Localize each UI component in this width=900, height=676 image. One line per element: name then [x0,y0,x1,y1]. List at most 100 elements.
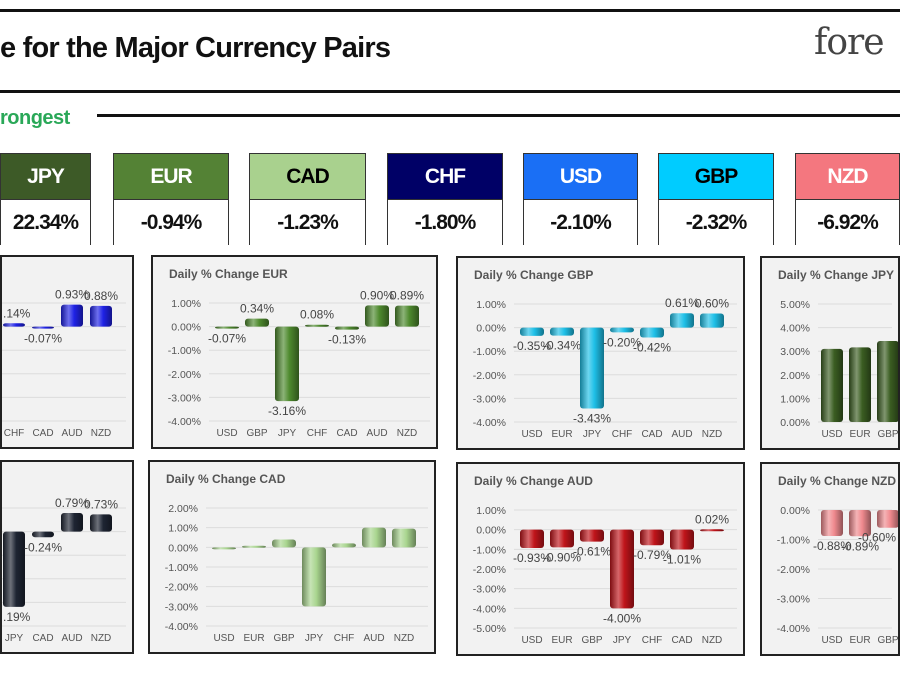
bar-cad [670,529,694,550]
data-label: 0.61% [665,296,699,310]
chart-title: Daily % Change CAD [166,472,286,486]
currency-code: CAD [286,164,329,188]
data-label: -0.34% [543,339,581,353]
chart-panel: Daily % Change EUR 1.00% 0.00% -1.00% -2.00%… [151,255,438,449]
data-label: -0.79% [633,548,671,562]
strength-box-usd: USD -2.10% [523,153,638,246]
bar-eur [550,529,574,548]
data-label: 0.93% [55,288,89,302]
bar-gbp [877,510,898,528]
x-tick-label: CHF [612,429,633,440]
data-label: -0.89% [841,539,879,553]
bar-usd [520,529,544,548]
currency-label: NZD [796,154,899,200]
data-label: -0.20% [603,335,641,349]
y-tick-label: 5.00% [780,299,810,311]
data-label: -0.42% [633,341,671,355]
x-tick-label: NZD [394,633,415,644]
data-label: .14% [3,306,31,320]
y-tick-label: -4.00% [168,416,201,428]
chart-panel: Daily % Change JPY 5.00% 4.00% 3.00% 2.00% 1.… [760,256,900,450]
y-tick-label: 1.00% [171,298,201,310]
change-value: 22.34% [12,211,79,234]
x-tick-label: NZD [91,633,112,644]
strength-box-cad: CAD -1.23% [249,153,366,246]
bar-chart: 1.00% 0.00% -1.00% -2.00% -3.00% -4.00% USD -0.… [473,296,737,440]
x-tick-label: CAD [641,429,662,440]
x-tick-label: CAD [336,428,357,439]
bar-usd [212,547,236,550]
strength-box-gbp: GBP -2.32% [658,153,774,246]
chart-panel: CHF .14% CAD -0.07% AUD 0.93% NZD 0.88% [0,255,134,449]
chart-title: Daily % Change GBP [474,268,594,282]
x-tick-label: AUD [366,428,387,439]
bar-chf [610,327,634,333]
x-tick-label: USD [521,429,542,440]
currency-change: -6.92% [796,200,899,246]
bar-jpy [275,326,299,402]
currency-label: CAD [250,154,365,200]
y-tick-label: 0.00% [476,525,506,537]
y-tick-label: 0.00% [476,323,506,335]
chart-panel: Daily % Change GBP 1.00% 0.00% -1.00% -2.00%… [456,256,745,450]
data-label: 0.90% [360,288,394,302]
bar-chart: 1.00% 0.00% -1.00% -2.00% -3.00% -4.00% -5.00%… [473,505,737,646]
x-tick-label: NZD [91,428,112,439]
x-tick-label: CHF [642,635,663,646]
bar-chf [332,543,356,548]
strength-box-nzd: NZD -6.92% [795,153,900,246]
x-tick-label: GBP [273,633,294,644]
bar-usd [215,326,239,329]
x-tick-label: GBP [877,635,898,646]
bar-aud [365,305,389,327]
y-tick-label: -2.00% [168,369,201,381]
data-label: -0.13% [328,333,366,347]
bar-nzd [395,305,419,327]
strength-box-eur: EUR -0.94% [113,153,229,246]
bar-jpy [302,547,326,607]
currency-change: -2.32% [659,200,773,246]
chart-title: Daily % Change NZD [778,474,897,488]
x-tick-label: EUR [849,429,870,440]
bar-nzd [392,528,416,548]
bar-chart: 1.00% 0.00% -1.00% -2.00% -3.00% -4.00% USD -0.… [168,288,430,439]
x-tick-label: CAD [32,428,53,439]
bar-nzd [700,529,724,532]
currency-label: CHF [388,154,502,200]
x-tick-label: CHF [334,633,355,644]
y-tick-label: -3.00% [777,594,810,606]
bar-chf [305,324,329,327]
y-tick-label: -3.00% [473,584,506,596]
y-tick-label: 0.00% [171,322,201,334]
bar-aud [670,313,694,328]
y-tick-label: -5.00% [473,623,506,635]
x-tick-label: EUR [551,635,572,646]
x-tick-label: NZD [397,428,418,439]
data-label: -0.60% [858,531,896,545]
y-tick-label: -4.00% [473,603,506,615]
x-tick-label: AUD [671,429,692,440]
y-tick-label: 2.00% [780,370,810,382]
bar-chf [640,529,664,546]
data-label: -0.93% [513,551,551,565]
bar-chart: 2.00% 1.00% 0.00% -1.00% -2.00% -3.00% -4.00% U… [165,503,428,644]
data-label: 0.88% [84,289,118,303]
data-label: 0.02% [695,512,729,526]
x-tick-label: CAD [671,635,692,646]
chart-panel: Daily % Change NZD 0.00% -1.00% -2.00% -3.00… [760,462,900,656]
x-tick-label: AUD [61,633,82,644]
x-tick-label: GBP [581,635,602,646]
data-label: -0.90% [543,550,581,564]
x-tick-label: NZD [702,429,723,440]
y-tick-label: 0.00% [780,505,810,517]
change-value: -1.80% [414,211,477,234]
bar-usd [821,348,843,422]
section-label: rongest [0,107,70,129]
y-tick-label: -1.00% [473,346,506,358]
x-tick-label: JPY [5,633,24,644]
bar-jpy [610,529,634,609]
data-label: -0.07% [24,331,62,345]
x-tick-label: NZD [702,635,723,646]
chart-panel: Daily % Change AUD 1.00% 0.00% -1.00% -2.00%… [456,462,745,656]
bar-cad [32,326,54,329]
